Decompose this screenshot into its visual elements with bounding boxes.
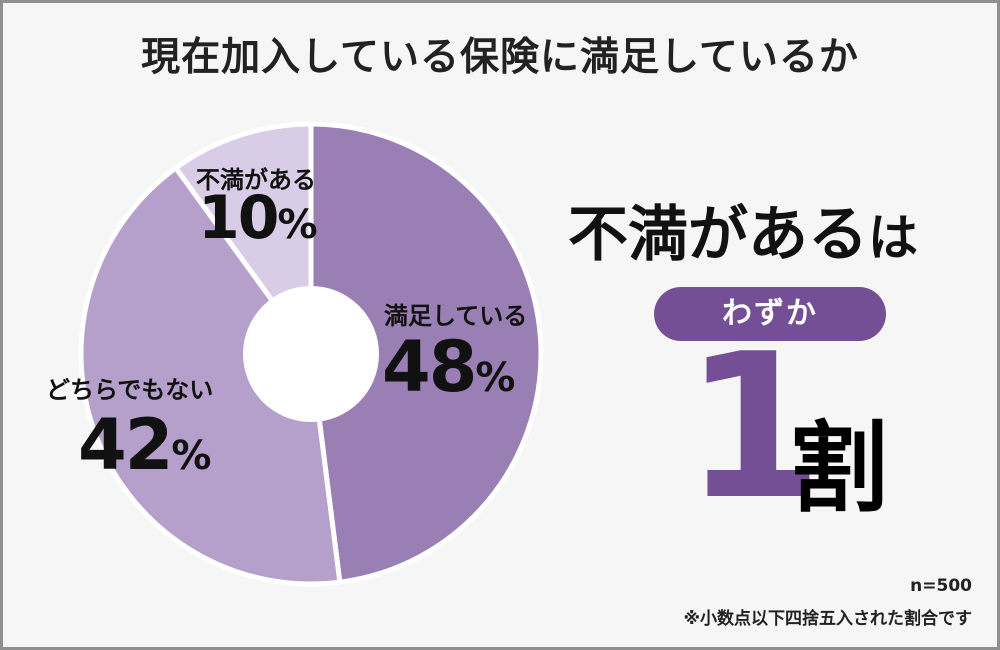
big-unit: 割 — [790, 412, 889, 526]
headline-tail: は — [868, 209, 918, 267]
slice-value-dissatisfied: 10 — [198, 183, 279, 253]
slice-label-dissatisfied: 不満がある — [196, 166, 316, 194]
percent-sign: % — [277, 202, 318, 248]
chart-title: 現在加入している保険に満足しているか — [141, 35, 859, 80]
big-number: 1 — [684, 311, 824, 544]
slice-label-satisfied: 満足している — [384, 302, 528, 330]
highlight-pill: わずか — [654, 287, 886, 341]
headline-main: 不満がある — [568, 200, 868, 270]
slice-label-neutral: どちらでもない — [46, 376, 214, 404]
slice-percent-neutral: 42% — [78, 410, 212, 480]
donut-hole — [243, 286, 379, 422]
sample-size-note: n=500 — [910, 576, 972, 596]
slice-value-neutral: 42 — [78, 404, 173, 486]
slice-percent-dissatisfied: 10% — [198, 188, 318, 248]
slice-neutral — [78, 165, 343, 587]
rounding-note: ※小数点以下四捨五入された割合です — [683, 609, 972, 629]
percent-sign: % — [171, 433, 212, 479]
headline: 不満があるは — [568, 186, 918, 273]
slice-percent-satisfied: 48% — [382, 332, 516, 402]
slice-value-satisfied: 48 — [382, 326, 477, 408]
percent-sign: % — [475, 355, 516, 401]
slice-satisfied — [308, 121, 544, 585]
